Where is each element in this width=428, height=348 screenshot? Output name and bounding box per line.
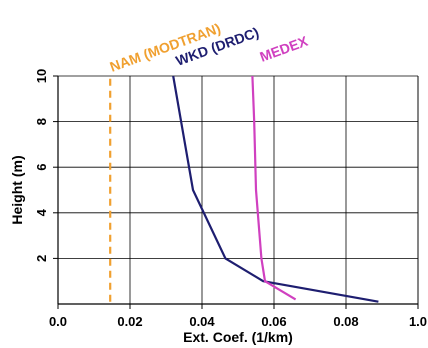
series-line-2	[251, 75, 297, 301]
x-tick-label: 0.0	[49, 314, 67, 329]
series-layer	[109, 75, 379, 303]
y-tick-label: 10	[34, 69, 49, 83]
series-label-2: MEDEX	[258, 33, 311, 65]
y-tick-label: 4	[34, 208, 49, 216]
y-axis-title: Height (m)	[9, 155, 25, 224]
grid	[58, 75, 419, 304]
x-tick-label: 1.0	[409, 314, 427, 329]
axes: 0.0 0.02 0.04 0.06 0.08 1.0 2 4 6 8 10	[34, 69, 427, 329]
x-axis-title: Ext. Coef. (1/km)	[183, 329, 293, 345]
x-tick-label: 0.04	[189, 314, 215, 329]
x-tick-label: 0.02	[117, 314, 142, 329]
x-tick-label: 0.06	[261, 314, 286, 329]
labels: Ext. Coef. (1/km)Height (m)NAM (MODTRAN)…	[9, 20, 310, 345]
y-tick-label: 2	[34, 255, 49, 262]
series-line-1	[172, 75, 379, 303]
y-tick-label: 8	[34, 118, 49, 125]
x-tick-label: 0.08	[333, 314, 358, 329]
y-tick-label: 6	[34, 164, 49, 171]
